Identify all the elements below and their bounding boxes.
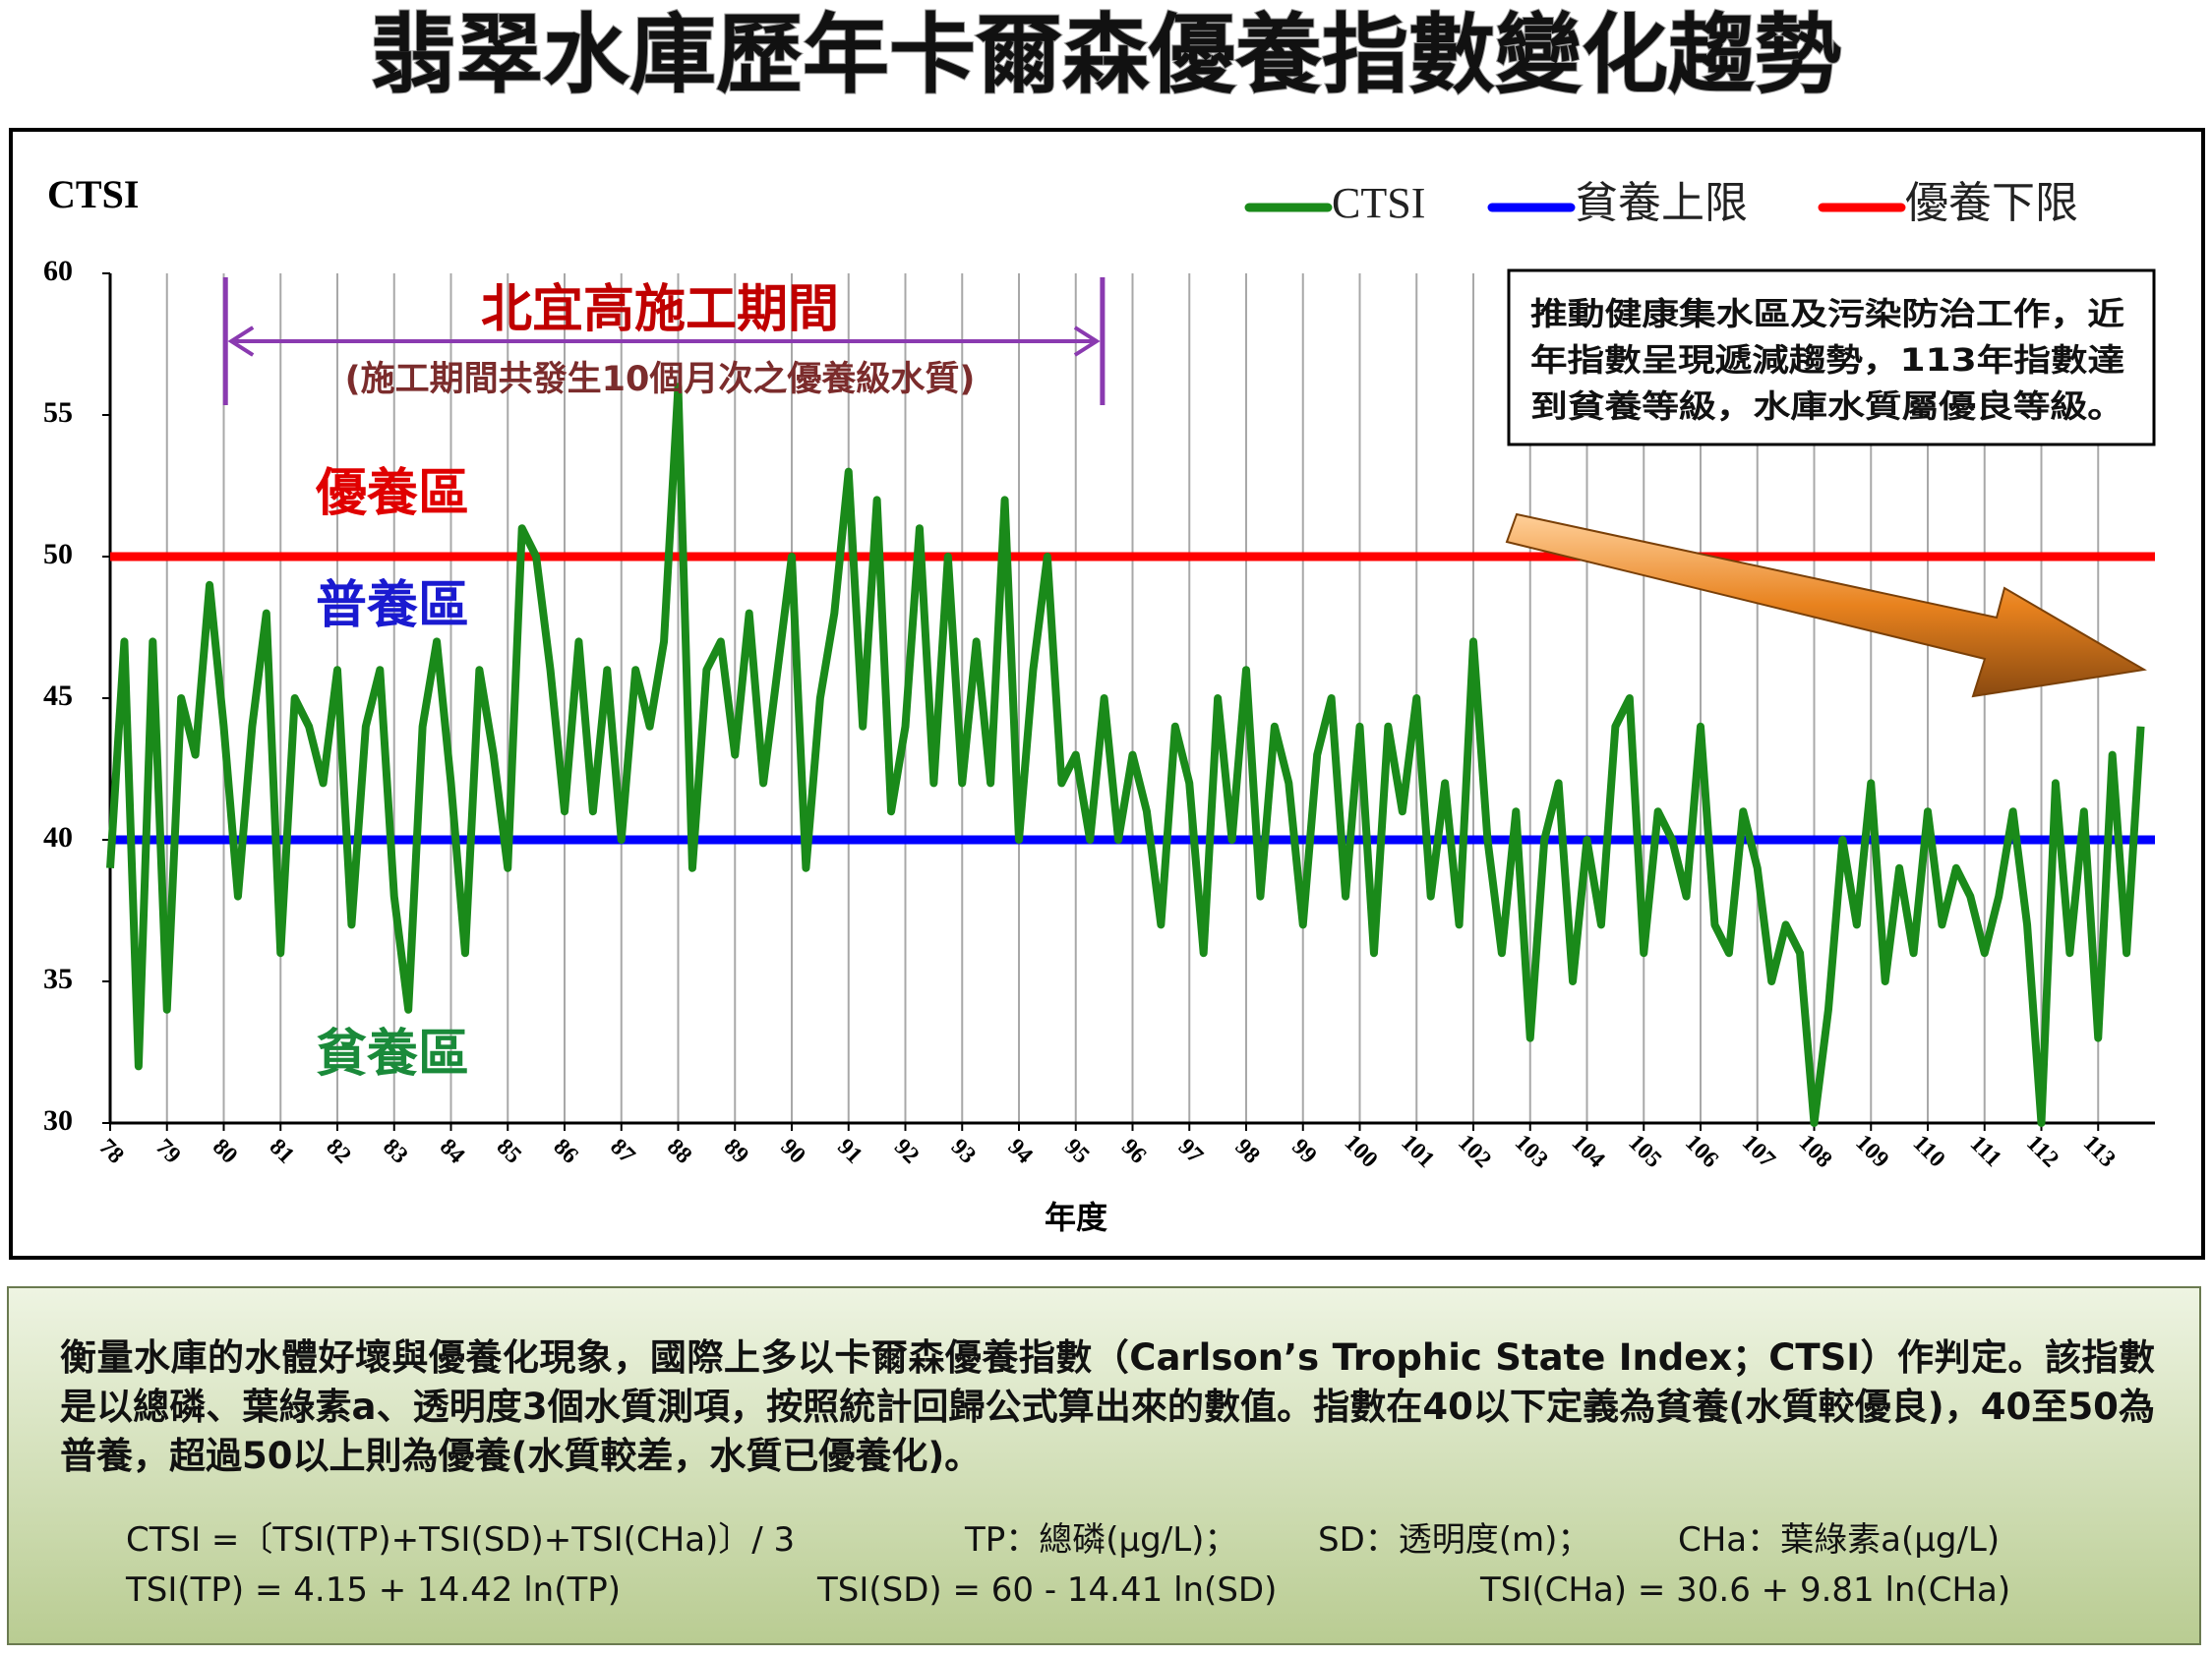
note-text: 推動健康集水區及污染防治工作，近 bbox=[1530, 295, 2124, 332]
note-text: 年指數呈現遞減趨勢，113年指數達 bbox=[1530, 341, 2124, 379]
y-tick-label: 30 bbox=[43, 1104, 73, 1137]
x-axis-label: 年度 bbox=[1045, 1199, 1107, 1236]
y-tick-label: 40 bbox=[43, 821, 73, 854]
span-arrowhead bbox=[1073, 325, 1101, 357]
zone-label: 貧養區 bbox=[316, 1025, 469, 1084]
y-tick-label: 45 bbox=[43, 680, 73, 712]
span-arrowhead bbox=[227, 325, 255, 357]
formula: TSI(TP) = 4.15 + 14.42 ln(TP) bbox=[126, 1570, 622, 1610]
note-text: 到貧養等級，水庫水質屬優良等級。 bbox=[1530, 387, 2124, 425]
y-tick-label: 60 bbox=[43, 255, 73, 287]
trend-arrow bbox=[1505, 512, 2147, 698]
zone-label: 普養區 bbox=[316, 576, 469, 635]
formula: CTSI =〔TSI(TP)+TSI(SD)+TSI(CHa)〕/ 3 bbox=[126, 1520, 796, 1560]
description: 衡量水庫的水體好壞與優養化現象，國際上多以卡爾森優養指數（Carlson’s T… bbox=[60, 1336, 2155, 1477]
construction-label: 北宜高施工期間 bbox=[481, 280, 839, 339]
y-tick-label: 55 bbox=[43, 396, 73, 429]
legend-label: CTSI bbox=[1332, 179, 1425, 227]
chart: 翡翠水庫歷年卡爾森優養指數變化趨勢 CTSI 年度 78 79 80 81 82 83 84… bbox=[9, 3, 2205, 1260]
legend-label: 優養下限 bbox=[1905, 179, 2078, 227]
ctsi-line bbox=[106, 383, 2145, 1127]
formula: TSI(SD) = 60 - 14.41 ln(SD) bbox=[817, 1570, 1278, 1610]
y-tick-label: 50 bbox=[43, 538, 73, 570]
formula: TSI(CHa) = 30.6 + 9.81 ln(CHa) bbox=[1480, 1570, 2011, 1610]
y-axis-label: CTSI bbox=[47, 172, 139, 216]
note-box bbox=[1507, 268, 2156, 446]
construction-note: (施工期間共發生10個月次之優養級水質) bbox=[345, 360, 976, 399]
page-title: 翡翠水庫歷年卡爾森優養指數變化趨勢 bbox=[370, 4, 1841, 105]
y-tick-label: 35 bbox=[43, 963, 73, 995]
formula: TP：總磷(μg/L)； bbox=[965, 1520, 1238, 1560]
legend-label: 貧養上限 bbox=[1575, 179, 1748, 227]
info-panel: 衡量水庫的水體好壞與優養化現象，國際上多以卡爾森優養指數（Carlson’s T… bbox=[7, 1286, 2201, 1645]
zone-label: 優養區 bbox=[315, 464, 469, 523]
formula: CHa：葉綠素a(μg/L) bbox=[1678, 1520, 2001, 1560]
formula: SD：透明度(m)； bbox=[1318, 1520, 1591, 1560]
